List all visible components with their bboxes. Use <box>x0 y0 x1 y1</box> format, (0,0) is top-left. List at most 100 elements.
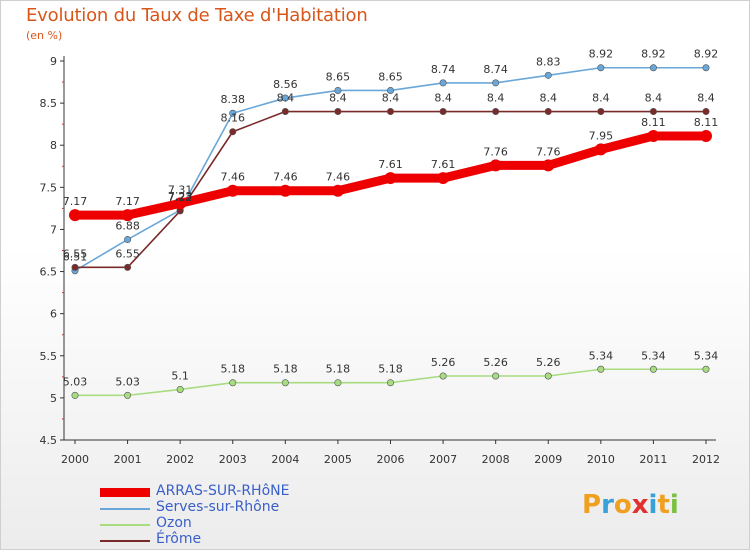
x-tick-label: 2001 <box>114 453 142 466</box>
data-point <box>702 64 710 72</box>
data-point <box>597 64 605 72</box>
data-point <box>594 143 607 156</box>
y-tick-label: 8.5 <box>40 97 58 110</box>
data-point <box>702 108 710 116</box>
data-label: 6.88 <box>115 220 140 233</box>
data-label: 5.18 <box>221 363 246 376</box>
chart-title: Evolution du Taux de Taxe d'Habitation <box>26 5 368 26</box>
data-point <box>334 108 342 116</box>
data-point <box>649 108 657 116</box>
data-point <box>700 129 712 142</box>
data-point <box>647 129 660 142</box>
y-tick-label: 5 <box>50 392 57 405</box>
data-label: 5.03 <box>63 375 88 388</box>
data-label: 5.26 <box>483 356 508 369</box>
logo-letter: t <box>657 490 670 520</box>
data-point <box>439 79 447 87</box>
x-tick-label: 2005 <box>324 453 352 466</box>
data-point <box>124 391 132 399</box>
data-point <box>226 184 239 197</box>
data-point <box>229 379 237 387</box>
data-point <box>334 86 342 94</box>
data-label: 8.56 <box>273 78 298 91</box>
x-tick-label: 2006 <box>377 453 405 466</box>
data-point <box>334 379 342 387</box>
x-tick-label: 2009 <box>534 453 562 466</box>
proxiti-logo: Proxiti <box>582 490 679 520</box>
x-tick-label: 2010 <box>587 453 615 466</box>
data-point <box>69 209 81 222</box>
y-tick-label: 6 <box>50 308 57 321</box>
data-point <box>649 365 657 373</box>
data-label: 7.46 <box>273 171 298 184</box>
data-label: 5.18 <box>326 363 351 376</box>
data-label: 8.4 <box>434 92 452 105</box>
data-point <box>174 197 187 210</box>
data-label: 6.55 <box>63 247 88 260</box>
data-label: 7.17 <box>115 195 140 208</box>
data-label: 8.83 <box>536 55 561 68</box>
data-label: 8.4 <box>382 92 400 105</box>
x-tick-label: 2012 <box>692 453 720 466</box>
data-point <box>176 385 184 393</box>
data-label: 8.16 <box>221 112 246 125</box>
x-tick-label: 2004 <box>271 453 299 466</box>
data-label: 7.31 <box>168 183 193 196</box>
legend-item-serves: Serves-sur-Rhône <box>100 499 420 517</box>
logo-letter: i <box>669 490 679 520</box>
data-point <box>71 263 79 271</box>
data-label: 5.34 <box>694 349 719 362</box>
data-label: 7.46 <box>221 171 246 184</box>
data-point <box>384 172 397 185</box>
data-point <box>492 79 500 87</box>
logo-letter: P <box>582 490 602 520</box>
x-tick-label: 2000 <box>61 453 89 466</box>
data-label: 7.76 <box>536 145 561 158</box>
data-label: 6.51 <box>63 251 88 264</box>
data-label: 8.92 <box>694 48 719 61</box>
legend-swatch <box>100 488 150 497</box>
data-label: 8.4 <box>540 92 558 105</box>
data-point <box>71 391 79 399</box>
data-label: 8.4 <box>487 92 505 105</box>
data-point <box>544 108 552 116</box>
data-point <box>489 159 502 172</box>
legend-item-arras: ARRAS-SUR-RHôNE <box>100 483 420 501</box>
data-label: 7.76 <box>483 145 508 158</box>
y-tick-label: 6.5 <box>40 266 58 279</box>
y-tick-label: 9 <box>50 55 57 68</box>
legend-label: Ozon <box>156 515 192 531</box>
data-label: 5.1 <box>171 369 189 382</box>
data-label: 8.74 <box>431 63 456 76</box>
y-tick-label: 4.5 <box>40 434 58 447</box>
data-point <box>544 71 552 79</box>
y-tick-label: 7.5 <box>40 181 58 194</box>
data-point <box>229 109 237 117</box>
logo-letter: x <box>631 490 649 520</box>
data-label: 8.11 <box>694 116 719 129</box>
data-label: 5.18 <box>273 363 298 376</box>
data-label: 8.4 <box>592 92 610 105</box>
data-label: 8.4 <box>645 92 663 105</box>
y-tick-label: 7 <box>50 223 57 236</box>
x-tick-label: 2002 <box>166 453 194 466</box>
logo-letter: r <box>601 490 614 520</box>
data-point <box>281 108 289 116</box>
legend-swatch <box>100 524 150 526</box>
data-point <box>439 108 447 116</box>
data-label: 8.11 <box>641 116 666 129</box>
legend-item-erome: Érôme <box>100 531 420 549</box>
data-point <box>544 372 552 380</box>
logo-letter: i <box>648 490 658 520</box>
data-label: 5.26 <box>536 356 561 369</box>
data-point <box>281 379 289 387</box>
data-label: 8.74 <box>483 63 508 76</box>
data-point <box>597 108 605 116</box>
data-point <box>386 379 394 387</box>
legend-label: ARRAS-SUR-RHôNE <box>156 483 290 499</box>
data-label: 5.34 <box>589 349 614 362</box>
data-label: 8.38 <box>221 93 246 106</box>
data-point <box>437 172 450 185</box>
